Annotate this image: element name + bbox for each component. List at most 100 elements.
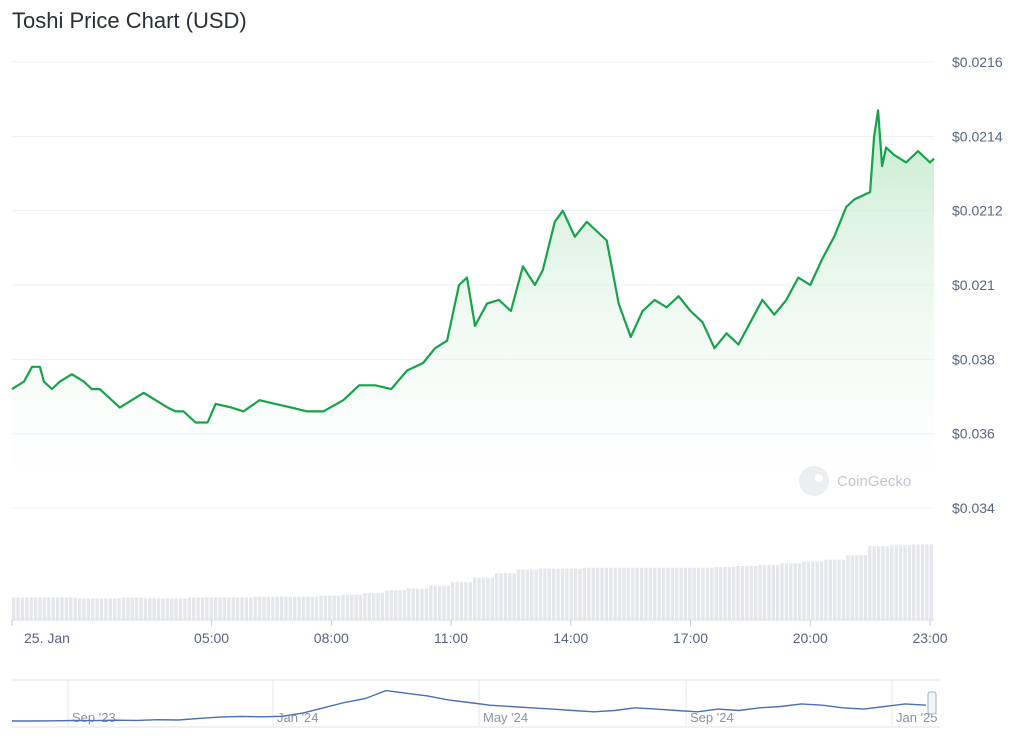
volume-bar xyxy=(306,596,310,620)
volume-bar xyxy=(806,561,811,620)
volume-bar xyxy=(802,561,806,620)
volume-bar xyxy=(793,563,797,620)
volume-bar xyxy=(178,598,183,620)
volume-bar xyxy=(227,597,231,620)
volume-bar xyxy=(108,598,112,620)
navigator-series-line xyxy=(12,689,927,722)
y-tick-label: $0.038 xyxy=(952,351,995,367)
volume-bar xyxy=(837,559,841,620)
volume-bar xyxy=(846,555,850,620)
volume-bar xyxy=(218,597,222,620)
volume-bar xyxy=(113,598,117,620)
volume-bar xyxy=(907,545,912,620)
volume-bar xyxy=(60,597,64,620)
volume-bar xyxy=(165,598,170,620)
volume-bar xyxy=(231,597,235,620)
volume-bar xyxy=(420,588,424,620)
x-tick-label: 23:00 xyxy=(912,630,947,646)
volume-bar xyxy=(754,566,758,620)
volume-bar xyxy=(358,594,363,620)
y-tick-label: $0.034 xyxy=(952,500,995,516)
volume-bar xyxy=(530,569,534,620)
navigator-label: Jan '25 xyxy=(896,710,938,725)
volume-bar xyxy=(718,566,723,620)
volume-bar xyxy=(736,566,740,620)
volume-bar xyxy=(301,596,306,620)
volume-bar xyxy=(200,597,205,620)
volume-bar xyxy=(446,585,451,620)
volume-bar xyxy=(595,567,600,620)
volume-bar xyxy=(192,597,196,620)
volume-bar xyxy=(187,597,191,620)
volume-bar xyxy=(666,567,670,620)
volume-bar xyxy=(323,595,328,620)
volume-bar xyxy=(495,573,499,620)
volume-bar xyxy=(367,593,371,620)
x-tick-label: 05:00 xyxy=(194,630,229,646)
volume-bar xyxy=(130,597,134,620)
navigator-label: Jan '24 xyxy=(277,710,319,725)
volume-bar xyxy=(512,573,516,620)
volume-bar xyxy=(394,590,398,620)
volume-bar xyxy=(648,567,652,620)
volume-bar xyxy=(29,597,33,620)
y-tick-label: $0.0216 xyxy=(952,54,1003,70)
volume-bar xyxy=(499,573,503,620)
volume-bar xyxy=(473,577,477,620)
navigator-label: May '24 xyxy=(483,710,528,725)
volume-bar xyxy=(363,593,367,620)
volume-bar xyxy=(679,567,683,620)
volume-bar xyxy=(389,590,393,620)
volume-bar xyxy=(437,585,442,620)
volume-bar xyxy=(249,597,253,620)
volume-bar xyxy=(398,590,402,620)
volume-bar xyxy=(626,567,631,620)
volume-bar xyxy=(560,568,565,620)
coingecko-logo-eye-icon xyxy=(815,474,823,482)
volume-bar xyxy=(762,565,767,620)
volume-bar xyxy=(569,568,573,620)
volume-bar xyxy=(582,567,587,620)
volume-bar xyxy=(727,566,731,620)
volume-bar xyxy=(745,566,749,620)
volume-bar xyxy=(20,597,25,620)
volume-bar xyxy=(885,546,890,620)
navigator[interactable]: Sep '23 Jan '24 May '24 Sep '24 Jan '25 xyxy=(12,679,940,728)
volume-bar xyxy=(925,544,929,620)
volume-bar xyxy=(543,568,547,620)
volume-bar xyxy=(156,598,161,620)
navigator-label: Sep '23 xyxy=(72,710,116,725)
volume-bar xyxy=(600,567,604,620)
volume-bar xyxy=(16,597,20,620)
volume-bar xyxy=(341,594,345,620)
volume-bar xyxy=(828,559,832,620)
volume-bar xyxy=(609,567,613,620)
volume-bar xyxy=(310,596,314,620)
volume-bar xyxy=(82,598,86,620)
volume-bar xyxy=(780,563,784,620)
volume-bar xyxy=(328,595,332,620)
volume-bar xyxy=(91,598,95,620)
volume-bar xyxy=(183,598,187,620)
volume-bar xyxy=(350,594,354,620)
volume-bar xyxy=(455,582,459,620)
volume-bar xyxy=(841,559,846,620)
volume-bar xyxy=(538,568,543,620)
volume-bar xyxy=(903,545,907,620)
price-line[interactable] xyxy=(11,109,935,424)
volume-bars xyxy=(12,544,933,620)
volume-bar xyxy=(604,567,609,620)
navigator-handle-icon[interactable] xyxy=(927,691,937,715)
volume-bar xyxy=(881,546,885,620)
y-tick-label: $0.0214 xyxy=(952,128,1003,144)
volume-bar xyxy=(222,597,227,620)
volume-bar xyxy=(565,568,569,620)
volume-bar xyxy=(336,595,341,620)
volume-bar xyxy=(863,555,868,620)
volume-bar xyxy=(868,546,872,620)
chart-title: Toshi Price Chart (USD) xyxy=(12,8,247,33)
volume-bar xyxy=(876,546,881,620)
volume-bar xyxy=(459,582,464,620)
volume-bar xyxy=(714,566,718,620)
